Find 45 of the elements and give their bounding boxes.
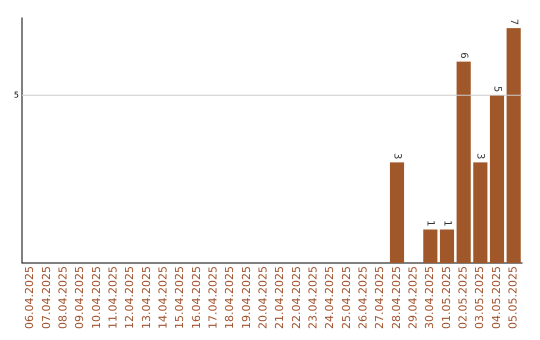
data-label: 6 xyxy=(458,52,470,59)
x-tick-label: 10.04.2025 xyxy=(90,266,103,330)
x-tick-label: 05.05.2025 xyxy=(506,266,520,330)
x-tick-label: 15.04.2025 xyxy=(173,266,186,330)
x-tick-label: 14.04.2025 xyxy=(156,266,170,330)
x-tick-label: 08.04.2025 xyxy=(56,266,70,330)
bar xyxy=(456,62,471,264)
bar xyxy=(423,229,438,264)
x-tick-label: 24.04.2025 xyxy=(323,266,336,330)
x-tick-label: 06.04.2025 xyxy=(23,266,36,330)
ref-line-label: 5 xyxy=(14,90,19,100)
x-tick-label: 29.04.2025 xyxy=(406,266,420,330)
data-label: 3 xyxy=(474,152,486,160)
bar xyxy=(490,95,504,264)
x-tick-label: 30.04.2025 xyxy=(423,266,436,330)
x-tick-label: 01.05.2025 xyxy=(440,266,453,330)
x-tick-label: 19.04.2025 xyxy=(240,266,253,330)
x-tick-label: 20.04.2025 xyxy=(256,266,270,330)
x-tick-label: 11.04.2025 xyxy=(106,266,120,330)
data-label: 3 xyxy=(391,152,402,160)
data-label: 5 xyxy=(491,86,502,92)
x-tick-label: 23.04.2025 xyxy=(306,266,320,330)
x-tick-label: 25.04.2025 xyxy=(340,266,353,330)
x-tick-label: 28.04.2025 xyxy=(390,266,403,330)
x-tick-label: 26.04.2025 xyxy=(356,266,370,330)
x-tick-label: 02.05.2025 xyxy=(456,266,470,330)
x-tick-label: 17.04.2025 xyxy=(206,266,220,330)
x-tick-label: 09.04.2025 xyxy=(73,266,86,330)
bar xyxy=(506,28,521,264)
data-label: 1 xyxy=(441,220,452,226)
x-tick-label: 07.04.2025 xyxy=(40,266,53,330)
x-tick-label: 22.04.2025 xyxy=(290,266,303,330)
x-tick-label: 21.04.2025 xyxy=(273,266,286,330)
x-tick-label: 16.04.2025 xyxy=(190,266,203,330)
x-tick-label: 27.04.2025 xyxy=(373,266,386,330)
bar xyxy=(473,162,488,264)
data-label: 1 xyxy=(424,220,436,226)
x-tick-label: 03.05.2025 xyxy=(473,266,486,330)
data-label: 7 xyxy=(508,18,520,26)
x-tick-label: 12.04.2025 xyxy=(123,266,136,330)
x-tick-label: 04.05.2025 xyxy=(490,266,503,330)
bar xyxy=(440,229,454,264)
x-tick-label: 13.04.2025 xyxy=(140,266,153,330)
bar xyxy=(390,162,404,264)
x-tick-label: 18.04.2025 xyxy=(223,266,236,330)
